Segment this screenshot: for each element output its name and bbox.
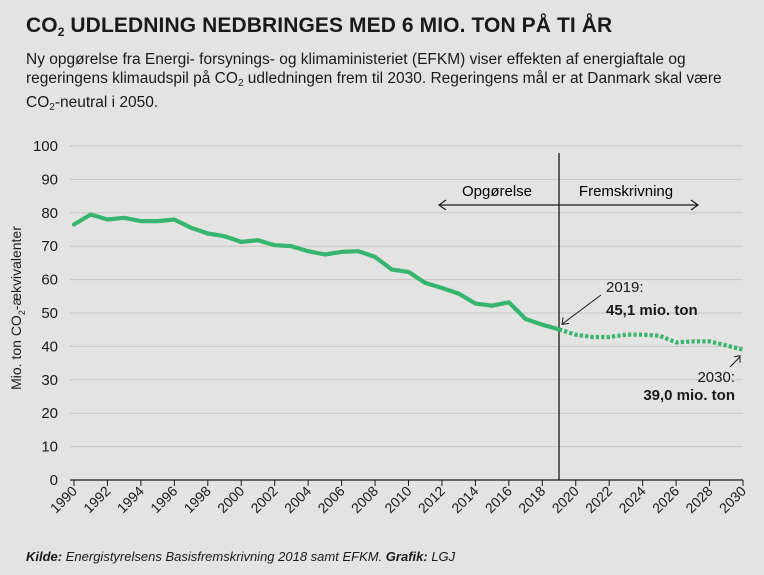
y-tick-label: 60 xyxy=(41,272,58,289)
x-axis-ticks: 1990 1992 1994 1996 1998 2000 2002 2004 2006 2008… xyxy=(47,480,749,516)
y-tick-label: 30 xyxy=(41,372,58,389)
annotation-2030-pointer xyxy=(729,356,741,368)
x-tick-label: 2004 xyxy=(281,483,314,516)
y-tick-label: 40 xyxy=(41,338,58,355)
label-fremskrivning: Fremskrivning xyxy=(579,183,673,200)
series-line-opgørelse xyxy=(71,212,562,332)
x-tick-label: 2026 xyxy=(649,483,682,516)
x-tick-label: 1994 xyxy=(114,483,147,516)
x-tick-label: 1996 xyxy=(147,483,180,516)
annotation-2019-value: 45,1 mio. ton xyxy=(606,302,698,319)
y-tick-label: 20 xyxy=(41,405,58,422)
x-tick-label: 2028 xyxy=(682,483,715,516)
y-tick-label: 100 xyxy=(33,138,58,155)
y-tick-label: 10 xyxy=(41,439,58,456)
chart-subtitle: Ny opgørelse fra Energi- forsynings- og … xyxy=(26,51,722,113)
y-tick-label: 0 xyxy=(50,472,58,489)
y-axis-label: Mio. ton CO2-ækvivalenter xyxy=(8,226,27,390)
annotation-2019-pointer xyxy=(562,294,602,324)
gridlines xyxy=(70,145,743,448)
data-series xyxy=(71,212,744,352)
y-tick-label: 80 xyxy=(41,205,58,222)
series-line-fremskrivning xyxy=(558,327,744,352)
x-tick-label: 2012 xyxy=(415,483,448,516)
annotation-2030-value: 39,0 mio. ton xyxy=(643,387,735,404)
chart-title: CO2 UDLEDNING NEDBRINGES MED 6 MIO. TON … xyxy=(26,14,613,39)
x-tick-label: 2000 xyxy=(214,483,247,516)
y-tick-label: 90 xyxy=(41,171,58,188)
annotation-2030-year: 2030: xyxy=(697,369,735,386)
x-tick-label: 2024 xyxy=(615,483,648,516)
x-tick-label: 2022 xyxy=(582,483,615,516)
annotations: 2019: 45,1 mio. ton 2030:39,0 mio. ton xyxy=(561,279,741,404)
x-tick-label: 1992 xyxy=(80,483,113,516)
x-tick-label: 2010 xyxy=(381,483,414,516)
x-tick-label: 2008 xyxy=(348,483,381,516)
x-tick-label: 2006 xyxy=(314,483,347,516)
x-tick-label: 1998 xyxy=(181,483,214,516)
x-tick-label: 2016 xyxy=(482,483,515,516)
arrow-head-right xyxy=(690,199,700,211)
x-tick-label: 2020 xyxy=(549,483,582,516)
period-arrows xyxy=(437,199,700,211)
annotation-2019-year: 2019: xyxy=(606,279,644,296)
label-opgorelse: Opgørelse xyxy=(462,183,532,200)
x-tick-label: 2002 xyxy=(247,483,280,516)
x-tick-label: 2030 xyxy=(716,483,749,516)
annotation-2019-arrowhead xyxy=(561,317,570,325)
y-tick-label: 70 xyxy=(41,238,58,255)
y-tick-label: 50 xyxy=(41,305,58,322)
annotation-2030-arrowhead xyxy=(733,355,741,363)
x-tick-label: 2018 xyxy=(515,483,548,516)
x-tick-label: 2014 xyxy=(448,483,481,516)
y-axis-ticks: 0 10 20 30 40 50 60 70 80 90 100 xyxy=(33,138,58,489)
source-note: Kilde: Energistyrelsens Basisfremskrivni… xyxy=(26,549,456,564)
arrow-head-left xyxy=(437,199,447,211)
